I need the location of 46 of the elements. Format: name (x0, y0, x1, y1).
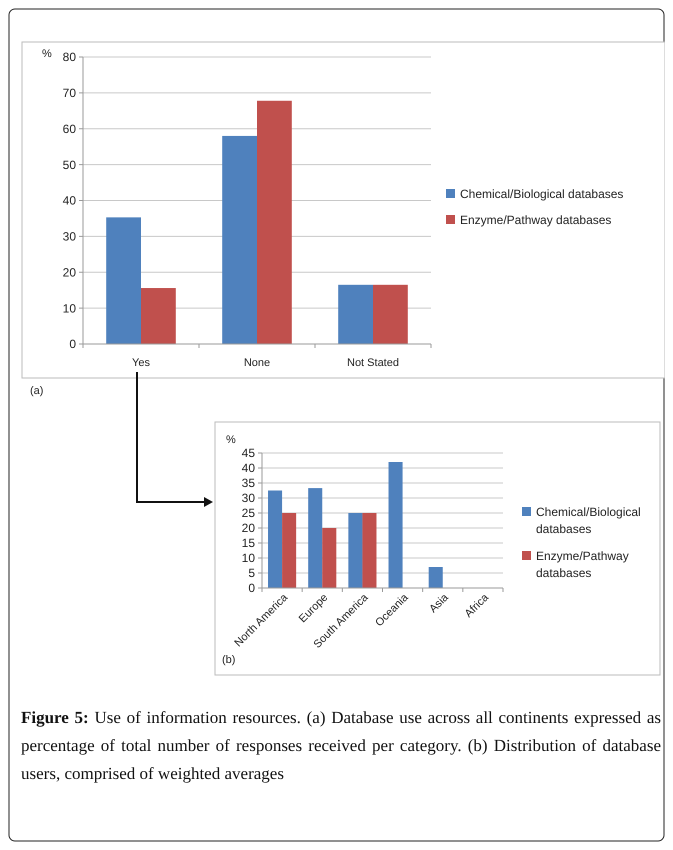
y-tick-label: 0 (248, 581, 256, 596)
y-tick-label: 40 (242, 461, 256, 476)
y-tick-label: 30 (62, 230, 76, 244)
y-axis-title: % (42, 48, 52, 60)
y-tick-label: 20 (242, 521, 256, 536)
bar (268, 490, 282, 588)
y-tick-label: 20 (62, 265, 76, 280)
y-axis-title: % (226, 434, 236, 446)
y-tick-label: 80 (62, 50, 76, 64)
y-tick-label: 15 (242, 536, 256, 550)
bar (308, 488, 322, 588)
y-tick-label: 50 (62, 158, 76, 172)
bar (282, 513, 296, 588)
bar (106, 217, 141, 344)
bar (338, 284, 373, 344)
caption: Figure 5: Use of information resources. (a) Database use across all continents expressed as percentage of total number of responses received per category. (b) Distribution of database users, comprised of weighted averages (21, 707, 661, 785)
x-tick-label: Asia (427, 591, 452, 616)
legend-label: Enzyme/Pathway databases (536, 549, 629, 580)
y-tick-label: 25 (242, 506, 256, 520)
y-tick-label: 70 (62, 86, 76, 100)
bar (141, 288, 176, 344)
legend-label: Chemical/Biological databases (460, 187, 624, 201)
bar (348, 513, 362, 588)
bar (388, 462, 403, 588)
y-tick-label: 45 (242, 446, 256, 460)
y-tick-label: 30 (242, 491, 256, 506)
legend-label: Chemical/Biological databases (536, 505, 641, 536)
bar (428, 567, 443, 588)
y-tick-label: 5 (248, 566, 256, 580)
legend-label: Enzyme/Pathway databases (460, 213, 612, 227)
x-tick-label: None (244, 357, 270, 369)
y-tick-label: 0 (69, 337, 76, 352)
text: (b) (222, 654, 236, 666)
bar (322, 528, 336, 588)
y-tick-label: 35 (242, 476, 256, 490)
y-tick-label: 40 (62, 194, 76, 208)
x-tick-label: Not Stated (347, 357, 399, 369)
bar (362, 513, 376, 588)
bar (373, 284, 408, 344)
text: (a) (30, 385, 44, 397)
bar (222, 136, 257, 344)
y-tick-label: 10 (62, 301, 76, 316)
y-tick-label: 60 (62, 122, 76, 136)
x-tick-label: Yes (132, 357, 150, 369)
bar (257, 100, 292, 344)
y-tick-label: 10 (242, 551, 256, 566)
